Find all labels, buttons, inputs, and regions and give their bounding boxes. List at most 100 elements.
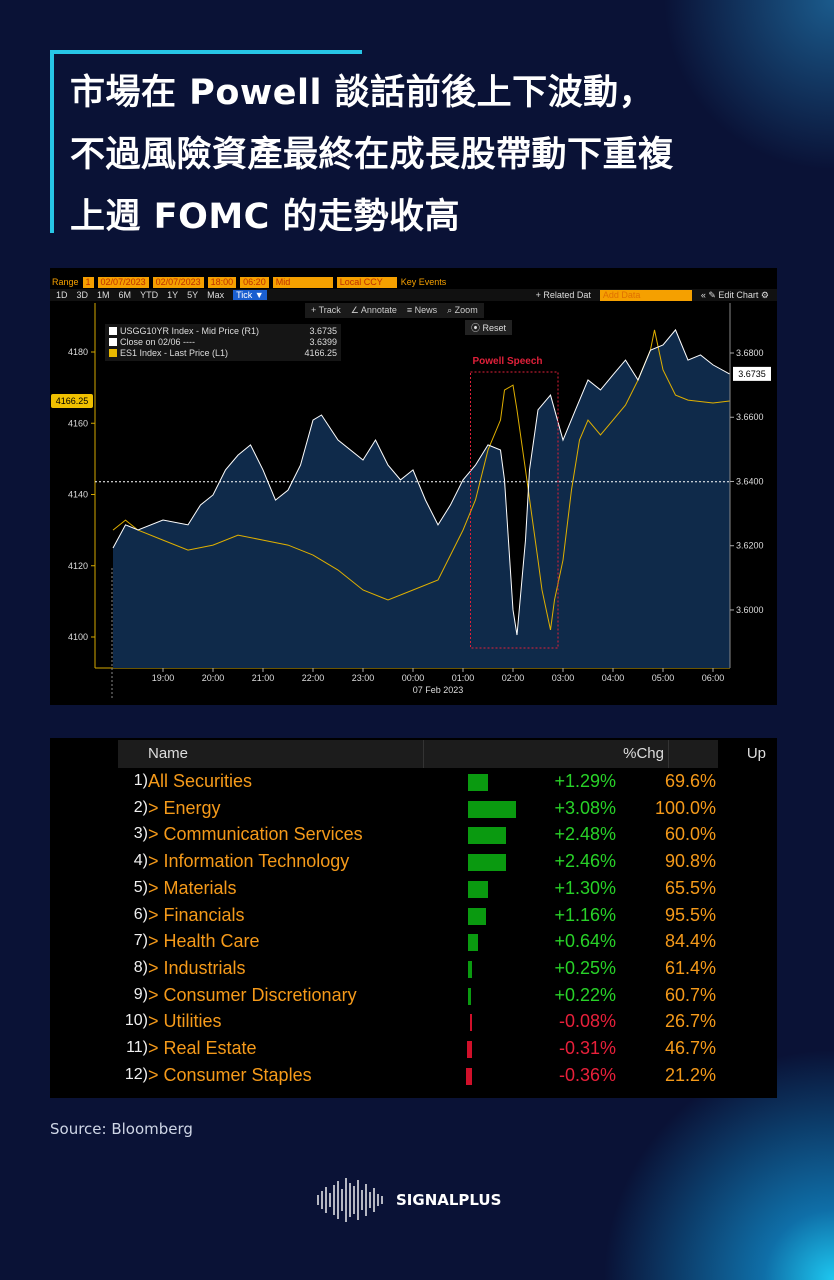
chg-bar bbox=[470, 1014, 472, 1032]
row-index: 9) bbox=[133, 985, 148, 1003]
period-max[interactable]: Max bbox=[207, 290, 225, 300]
table-row[interactable]: 6) > Financials +1.16% 95.5% bbox=[50, 902, 777, 928]
row-name: > Energy bbox=[148, 797, 221, 818]
row-up: 26.7% bbox=[664, 1011, 716, 1032]
row-up: 65.5% bbox=[664, 877, 716, 898]
price-type[interactable]: Mid bbox=[272, 276, 333, 288]
period-1y[interactable]: 1Y bbox=[167, 290, 179, 300]
row-name: > Communication Services bbox=[148, 824, 363, 845]
sector-table: Name %Chg Up 1) All Securities +1.29% 69… bbox=[50, 738, 777, 1098]
row-chg: +1.30% bbox=[554, 877, 616, 898]
row-chg: +1.16% bbox=[554, 904, 616, 925]
table-row[interactable]: 10) > Utilities -0.08% 26.7% bbox=[50, 1008, 777, 1034]
row-up: 60.0% bbox=[664, 824, 716, 845]
table-row[interactable]: 2) > Energy +3.08% 100.0% bbox=[50, 795, 777, 821]
row-index: 7) bbox=[133, 932, 148, 950]
date-from[interactable]: 02/07/2023 bbox=[97, 276, 149, 288]
chart-legend: USGG10YR Index - Mid Price (R1) 3.6735 Cl… bbox=[105, 324, 341, 361]
table-row[interactable]: 11) > Real Estate -0.31% 46.7% bbox=[50, 1035, 777, 1061]
tick-select[interactable]: Tick ▼ bbox=[233, 290, 267, 300]
row-up: 90.8% bbox=[664, 851, 716, 872]
x-axis-label: 07 Feb 2023 bbox=[413, 685, 464, 695]
time-from[interactable]: 18:00 bbox=[207, 276, 237, 288]
period-6m[interactable]: 6M bbox=[118, 290, 132, 300]
period-3d[interactable]: 3D bbox=[76, 290, 89, 300]
annotate-button[interactable]: ∠ Annotate bbox=[350, 305, 397, 315]
row-index: 12) bbox=[124, 1065, 148, 1083]
row-name: > Industrials bbox=[148, 957, 246, 978]
row-chg: +0.22% bbox=[554, 984, 616, 1005]
table-row[interactable]: 7) > Health Care +0.64% 84.4% bbox=[50, 928, 777, 954]
row-index: 4) bbox=[133, 852, 148, 870]
time-to[interactable]: 06:20 bbox=[240, 276, 269, 288]
row-index: 3) bbox=[133, 825, 148, 843]
source-note: Source: Bloomberg bbox=[50, 1120, 193, 1138]
right-tick-label: 3.6600 bbox=[736, 412, 764, 422]
table-row[interactable]: 9) > Consumer Discretionary +0.22% 60.7% bbox=[50, 982, 777, 1008]
row-name: > Financials bbox=[148, 904, 245, 925]
chart-tools: + Track ∠ Annotate ≡ News ⌕ Zoom bbox=[305, 303, 484, 318]
signal-wave-icon bbox=[317, 1178, 383, 1222]
table-row[interactable]: 5) > Materials +1.30% 65.5% bbox=[50, 875, 777, 901]
left-tick-label: 4180 bbox=[68, 347, 88, 357]
news-button[interactable]: ≡ News bbox=[406, 305, 438, 315]
row-chg: +0.64% bbox=[554, 931, 616, 952]
row-name: > Health Care bbox=[148, 931, 260, 952]
period-ytd[interactable]: YTD bbox=[140, 290, 159, 300]
row-up: 46.7% bbox=[664, 1038, 716, 1058]
row-name: > Materials bbox=[148, 877, 237, 898]
header-name[interactable]: Name bbox=[148, 745, 189, 762]
x-tick-label: 03:00 bbox=[552, 673, 575, 683]
table-row[interactable]: 4) > Information Technology +2.46% 90.8% bbox=[50, 848, 777, 874]
row-chg: +1.29% bbox=[554, 771, 616, 791]
date-to[interactable]: 02/07/2023 bbox=[152, 276, 204, 288]
header-chg[interactable]: %Chg bbox=[623, 745, 664, 762]
row-up: 100.0% bbox=[654, 797, 716, 818]
key-events-toggle[interactable]: Key Events bbox=[400, 277, 447, 287]
es1-current-value: 4166.25 bbox=[56, 396, 89, 406]
range-label: Range bbox=[52, 277, 79, 287]
table-row[interactable]: 12) > Consumer Staples -0.36% 21.2% bbox=[50, 1062, 777, 1088]
chg-bar bbox=[468, 880, 489, 898]
period-5y[interactable]: 5Y bbox=[187, 290, 199, 300]
table-row[interactable]: 3) > Communication Services +2.48% 60.0% bbox=[50, 821, 777, 847]
period-1m[interactable]: 1M bbox=[97, 290, 110, 300]
left-tick-label: 4140 bbox=[68, 490, 88, 500]
right-tick-label: 3.6800 bbox=[736, 348, 764, 358]
es1-current-badge bbox=[51, 393, 93, 408]
range-number[interactable]: 1 bbox=[82, 276, 94, 288]
add-data-input[interactable]: Add Data bbox=[599, 289, 692, 301]
es1-line bbox=[112, 329, 730, 630]
row-name: > Real Estate bbox=[148, 1038, 257, 1058]
period-1d[interactable]: 1D bbox=[56, 290, 68, 300]
row-up: 69.6% bbox=[664, 771, 716, 791]
chg-bar bbox=[466, 1067, 472, 1085]
header-up[interactable]: Up bbox=[668, 740, 766, 768]
x-tick-label: 02:00 bbox=[502, 673, 525, 683]
x-tick-label: 06:00 bbox=[702, 673, 725, 683]
row-chg: -0.08% bbox=[558, 1011, 616, 1032]
yield-area bbox=[113, 329, 730, 668]
currency-select[interactable]: Local CCY bbox=[336, 276, 397, 288]
row-up: 60.7% bbox=[664, 984, 716, 1005]
page-title: 市場在 Powell 談話前後上下波動， 不過風險資產最終在成長股帶動下重複 上… bbox=[70, 62, 790, 248]
zoom-button[interactable]: ⌕ Zoom bbox=[447, 305, 478, 315]
x-tick-label: 04:00 bbox=[602, 673, 625, 683]
related-data-button[interactable]: + Related Dat bbox=[535, 290, 591, 300]
table-header: Name %Chg Up bbox=[118, 740, 766, 768]
x-tick-label: 01:00 bbox=[452, 673, 475, 683]
table-row[interactable]: 1) All Securities +1.29% 69.6% bbox=[50, 768, 777, 794]
row-chg: -0.31% bbox=[558, 1038, 616, 1058]
x-tick-label: 20:00 bbox=[202, 673, 225, 683]
x-tick-label: 05:00 bbox=[652, 673, 675, 683]
right-tick-label: 3.6400 bbox=[736, 476, 764, 486]
title-line: 不過風險資產最終在成長股帶動下重複 bbox=[70, 135, 674, 175]
track-button[interactable]: + Track bbox=[311, 305, 341, 315]
legend-item-yield: USGG10YR Index - Mid Price (R1) 3.6735 bbox=[109, 326, 337, 337]
row-index: 2) bbox=[133, 798, 148, 816]
row-index: 10) bbox=[124, 1012, 148, 1030]
table-row[interactable]: 8) > Industrials +0.25% 61.4% bbox=[50, 955, 777, 981]
reset-button[interactable]: ⦿ Reset bbox=[465, 320, 513, 335]
edit-chart-button[interactable]: « ✎ Edit Chart ⚙ bbox=[700, 289, 769, 300]
row-index: 1) bbox=[133, 772, 148, 789]
